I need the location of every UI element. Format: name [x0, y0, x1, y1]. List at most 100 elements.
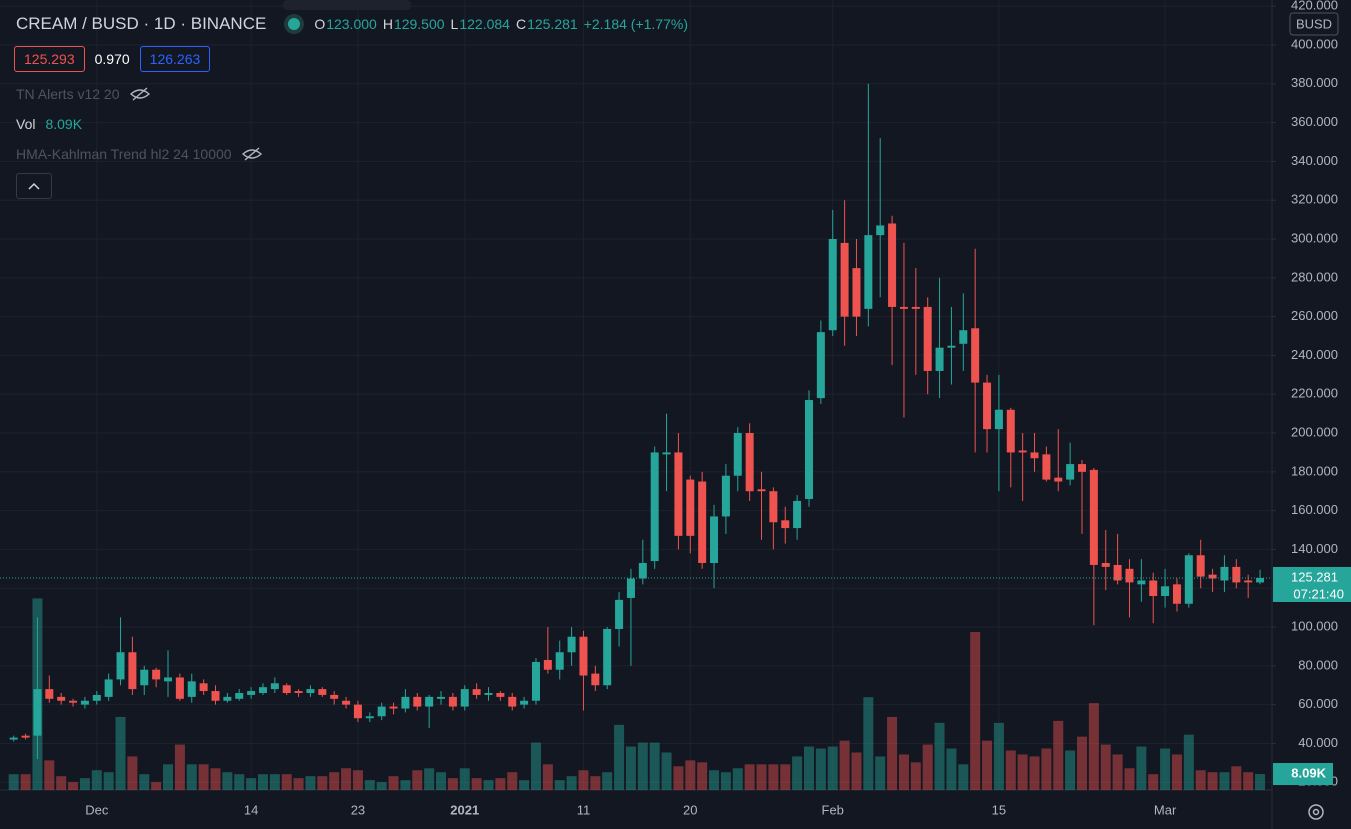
volume-bar — [483, 780, 494, 790]
candle-body — [92, 694, 101, 701]
collapse-button[interactable] — [16, 173, 52, 199]
candle-body — [1172, 584, 1181, 604]
candle-body — [1113, 564, 1122, 581]
y-tick-label: 60.000 — [1298, 696, 1338, 711]
trade-buttons: 125.293 0.970 126.263 — [14, 46, 211, 72]
volume-bar — [542, 764, 553, 790]
volume-bar — [637, 742, 648, 790]
candle-body — [935, 347, 944, 371]
volume-bar — [447, 778, 458, 790]
ohlc-open: O123.000 — [314, 16, 377, 32]
volume-bar — [495, 778, 506, 790]
volume-bar — [1219, 772, 1230, 790]
candle-body — [864, 235, 873, 309]
volume-bar — [1029, 756, 1040, 790]
volume-bar — [151, 782, 162, 790]
chevron — [28, 182, 40, 190]
indicator-label: TN Alerts v12 20 — [16, 86, 120, 102]
candle-body — [496, 692, 505, 697]
indicator-volume[interactable]: Vol 8.09K — [16, 116, 82, 132]
candle-body — [674, 452, 683, 536]
ohlc-key: H — [382, 16, 393, 32]
volume-bar — [163, 764, 174, 790]
volume-bar — [566, 776, 577, 790]
indicator-hma[interactable]: HMA-Kahlman Trend hl2 24 10000 — [16, 146, 262, 162]
volume-bar — [898, 754, 909, 790]
candle-body — [21, 735, 30, 738]
candle-body — [971, 328, 980, 383]
candle-body — [769, 491, 778, 523]
y-tick-label: 340.000 — [1291, 153, 1338, 168]
candle-body — [1161, 586, 1170, 596]
volume-bar — [68, 782, 79, 790]
candle-body — [377, 706, 386, 717]
volume-bar — [305, 776, 316, 790]
candle-body — [1054, 477, 1063, 482]
candle-body — [543, 660, 552, 670]
y-tick-label: 140.000 — [1291, 541, 1338, 556]
candle-body — [1220, 566, 1229, 581]
volume-bar — [1065, 750, 1076, 790]
sell-button[interactable]: 125.293 — [14, 46, 85, 72]
currency-box[interactable] — [1289, 12, 1339, 36]
hidden-icon[interactable] — [241, 146, 262, 162]
settings-icon[interactable] — [1308, 804, 1324, 820]
volume-bar — [341, 768, 352, 790]
volume-bar — [661, 752, 672, 790]
volume-bar — [210, 768, 221, 790]
volume-bar — [590, 776, 601, 790]
volume-bar — [436, 772, 447, 790]
volume-bar — [958, 764, 969, 790]
y-tick-label: 80.000 — [1298, 657, 1338, 672]
candle-body — [520, 700, 529, 705]
candle-body — [531, 661, 540, 701]
candle-body — [211, 691, 220, 701]
price-tag — [1273, 566, 1351, 602]
volume-bar — [519, 780, 530, 790]
candle-body — [983, 382, 992, 430]
volume-bar — [792, 756, 803, 790]
indicator-alerts[interactable]: TN Alerts v12 20 — [16, 86, 150, 102]
volume-bar — [1077, 736, 1087, 790]
buy-button[interactable]: 126.263 — [139, 46, 211, 72]
volume-bar — [839, 740, 850, 790]
y-tick-label: 380.000 — [1291, 75, 1338, 90]
volume-bar — [993, 722, 1004, 790]
candle-body — [164, 677, 173, 682]
candle-body — [757, 489, 766, 492]
candle-body — [187, 681, 196, 697]
x-tick-label: 14 — [244, 802, 258, 817]
y-tick-label: 260.000 — [1291, 308, 1338, 323]
candle-body — [448, 696, 457, 707]
volume-tag-label: 8.09K — [1291, 765, 1326, 780]
volume-bar — [803, 746, 814, 790]
candle-body — [876, 225, 885, 236]
ohlc-value: 122.084 — [459, 16, 510, 32]
ohlc-value: 129.500 — [393, 16, 445, 32]
volume-bar — [257, 774, 268, 790]
volume-bar — [222, 772, 233, 790]
hidden-icon[interactable] — [129, 86, 150, 102]
candle-body — [342, 700, 351, 705]
candle-body — [69, 700, 78, 703]
volume-bar — [602, 772, 613, 790]
candle-body — [128, 652, 137, 690]
spread: 0.970 — [94, 51, 130, 67]
candle-body — [1042, 454, 1051, 480]
volume-bar — [1171, 754, 1182, 790]
volume-bar — [934, 722, 945, 790]
volume-bar — [673, 766, 684, 790]
candle-body — [994, 409, 1003, 430]
candle-body — [888, 223, 897, 307]
legend-header: CREAM / BUSD · 1D · BINANCE O123.000 H12… — [16, 14, 688, 34]
volume-bar — [578, 770, 589, 790]
volume-bar — [79, 778, 90, 790]
volume-bar — [1243, 772, 1254, 790]
ohlc-key: O — [314, 16, 326, 32]
volume-bar — [1183, 734, 1194, 790]
volume-layer — [8, 598, 1266, 790]
ohlc-value: 123.000 — [326, 16, 377, 32]
volume-bar — [744, 764, 755, 790]
x-tick-label: 23 — [351, 802, 365, 817]
